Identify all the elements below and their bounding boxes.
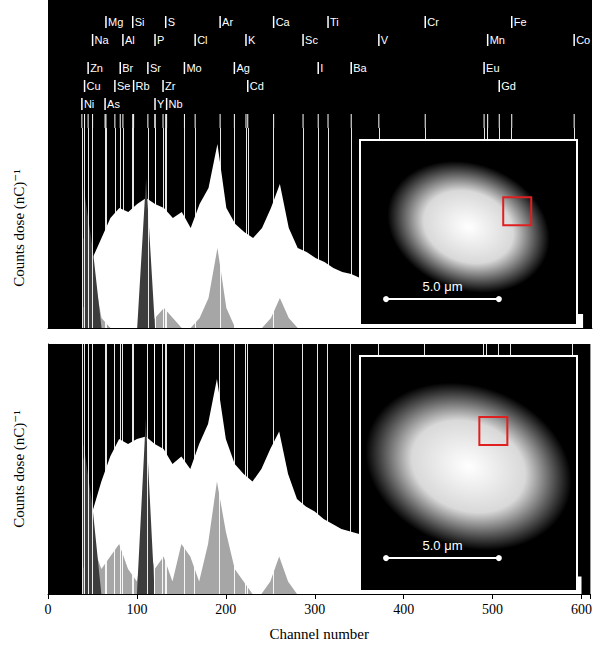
- svg-text:P: P: [157, 34, 164, 46]
- svg-text:Counts dose (nC)⁻¹: Counts dose (nC)⁻¹: [11, 169, 28, 286]
- svg-text:Sr: Sr: [150, 62, 161, 74]
- svg-text:Na: Na: [95, 34, 110, 46]
- svg-text:Ni: Ni: [84, 98, 94, 110]
- svg-text:600: 600: [571, 602, 592, 617]
- svg-text:300: 300: [304, 602, 325, 617]
- svg-text:200: 200: [215, 602, 236, 617]
- svg-text:Zr: Zr: [165, 80, 176, 92]
- svg-text:Cu: Cu: [87, 80, 101, 92]
- svg-text:Co: Co: [576, 34, 590, 46]
- svg-text:Ar: Ar: [222, 16, 233, 28]
- svg-text:Cl: Cl: [197, 34, 207, 46]
- svg-text:Mn: Mn: [490, 34, 505, 46]
- svg-text:S: S: [168, 16, 175, 28]
- svg-text:100: 100: [126, 602, 147, 617]
- svg-text:Sc: Sc: [305, 34, 318, 46]
- svg-text:Ca: Ca: [276, 16, 291, 28]
- svg-text:Si: Si: [135, 16, 145, 28]
- svg-text:As: As: [107, 98, 120, 110]
- svg-text:400: 400: [393, 602, 414, 617]
- svg-text:Ag: Ag: [236, 62, 249, 74]
- svg-text:500: 500: [482, 602, 503, 617]
- svg-text:Gd: Gd: [501, 80, 516, 92]
- svg-text:5.0 μm: 5.0 μm: [422, 279, 462, 294]
- svg-text:Eu: Eu: [486, 62, 499, 74]
- svg-text:Zn: Zn: [90, 62, 103, 74]
- svg-text:Channel number: Channel number: [269, 626, 369, 642]
- svg-text:Al: Al: [125, 34, 135, 46]
- svg-text:V: V: [381, 34, 389, 46]
- svg-text:Se: Se: [117, 80, 130, 92]
- svg-text:Rb: Rb: [136, 80, 150, 92]
- svg-text:0: 0: [45, 602, 52, 617]
- svg-text:Cd: Cd: [250, 80, 264, 92]
- svg-text:Mg: Mg: [108, 16, 123, 28]
- svg-text:Br: Br: [122, 62, 133, 74]
- svg-text:Fe: Fe: [514, 16, 527, 28]
- svg-text:I: I: [320, 62, 323, 74]
- svg-text:5.0 μm: 5.0 μm: [422, 538, 462, 553]
- svg-text:Nb: Nb: [169, 98, 183, 110]
- svg-text:Ba: Ba: [353, 62, 367, 74]
- svg-text:K: K: [248, 34, 256, 46]
- svg-text:Ti: Ti: [330, 16, 339, 28]
- svg-text:Cr: Cr: [427, 16, 439, 28]
- svg-text:Mo: Mo: [186, 62, 201, 74]
- svg-text:Y: Y: [157, 98, 165, 110]
- svg-text:Counts dose (nC)⁻¹: Counts dose (nC)⁻¹: [11, 410, 28, 527]
